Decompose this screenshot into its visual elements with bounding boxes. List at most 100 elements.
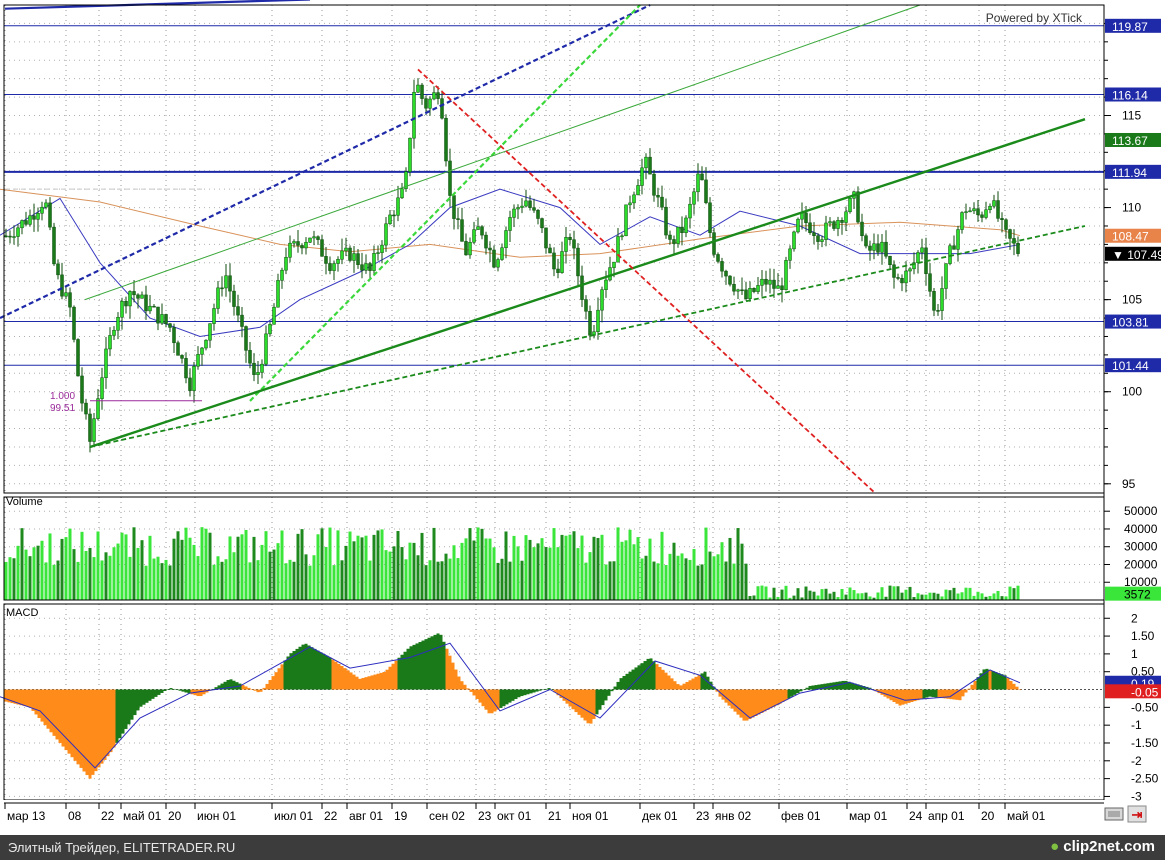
candle-body [340,250,344,260]
trend-line [89,225,1086,448]
volume-bar [708,551,712,600]
macd-bar [154,689,158,697]
volume-bar [340,560,344,600]
volume-bar [620,541,624,600]
macd-bar [343,668,347,690]
macd-bar [373,674,377,690]
macd-bar [514,689,518,700]
macd-bar [583,689,587,721]
volume-bar [804,586,808,600]
candle-body [268,324,272,335]
candle-body [908,268,912,272]
candle-body [596,309,600,332]
volume-bar [240,534,244,600]
candle-body [824,222,828,240]
volume-bar [924,594,928,600]
macd-bar [115,689,119,743]
macd-bar [697,675,701,690]
macd-bar [511,689,515,701]
x-tick-label: 22 [324,809,338,823]
macd-bar [961,689,965,697]
candle-body [576,247,580,277]
volume-bar [600,534,604,600]
candle-body [412,91,416,139]
candle-body [936,310,940,312]
macd-bar [700,673,704,690]
volume-bar [896,586,900,600]
volume-bar [784,585,788,600]
price-label: 101.44 [1112,359,1149,373]
volume-bar [516,546,520,600]
volume-bar [776,596,780,600]
candle-body [1008,229,1012,239]
candle-body [444,117,448,162]
candle-body [132,291,136,296]
macd-bar [286,656,290,690]
macd-bar [91,689,95,775]
candle-body [612,261,616,268]
exit-button[interactable]: ⇥ [1127,805,1147,823]
macd-bar [709,681,713,690]
macd-bar [529,689,533,694]
macd-bar [805,687,809,690]
candle-body [388,214,392,225]
candle-body [192,366,196,391]
price-label-box [1105,358,1161,373]
macd-bar [886,689,890,699]
candle-body [944,263,948,289]
macd-bar [673,681,677,690]
macd-bar [391,663,395,690]
macd-bar [856,684,860,690]
scroll-left-button[interactable] [1104,807,1124,821]
volume-panel-title: Volume [6,496,43,508]
volume-bar [748,596,752,600]
macd-bar [808,685,812,690]
macd-bar [547,688,551,690]
candle-body [156,306,160,324]
macd-bar [892,689,896,702]
candle-body [968,210,972,213]
volume-bar [700,564,704,600]
macd-bar [565,689,569,704]
candle-body [300,245,304,249]
macd-bar [778,689,782,704]
volume-bar [116,543,120,600]
macd-bar [631,669,635,690]
candle-body [600,289,604,311]
candle-body [836,220,840,229]
macd-bar [46,689,50,729]
candle-body [928,273,932,292]
macd-bar [958,689,962,701]
candle-body [44,202,48,208]
candle-body [896,277,900,279]
volume-bar [636,537,640,600]
volume-bar [88,547,92,600]
macd-bar [454,669,458,690]
macd-bar [199,689,203,697]
macd-bar [169,688,173,690]
macd-bar [37,689,41,719]
volume-bar [452,545,456,600]
macd-bar [217,685,221,690]
volume-bar [276,543,280,600]
candle-body [820,239,824,242]
candle-body [56,263,60,276]
volume-bar [356,535,360,600]
volume-bar [584,562,588,600]
macd-bar [67,689,71,754]
candle-body [184,358,188,379]
candle-body [784,260,788,291]
macd-bar [811,685,815,690]
volume-bar [988,595,992,600]
macd-bar [250,689,254,690]
candle-body [828,221,832,224]
macd-bar [187,689,191,694]
price-label: ▼ 107.49 [1112,248,1164,262]
candle-body [176,342,180,356]
candle-body [204,339,208,349]
macd-bar [823,683,827,690]
candle-body [956,229,960,250]
volume-y-tick-label: 10000 [1124,575,1158,589]
macd-bar [970,684,974,690]
volume-bar [816,595,820,600]
